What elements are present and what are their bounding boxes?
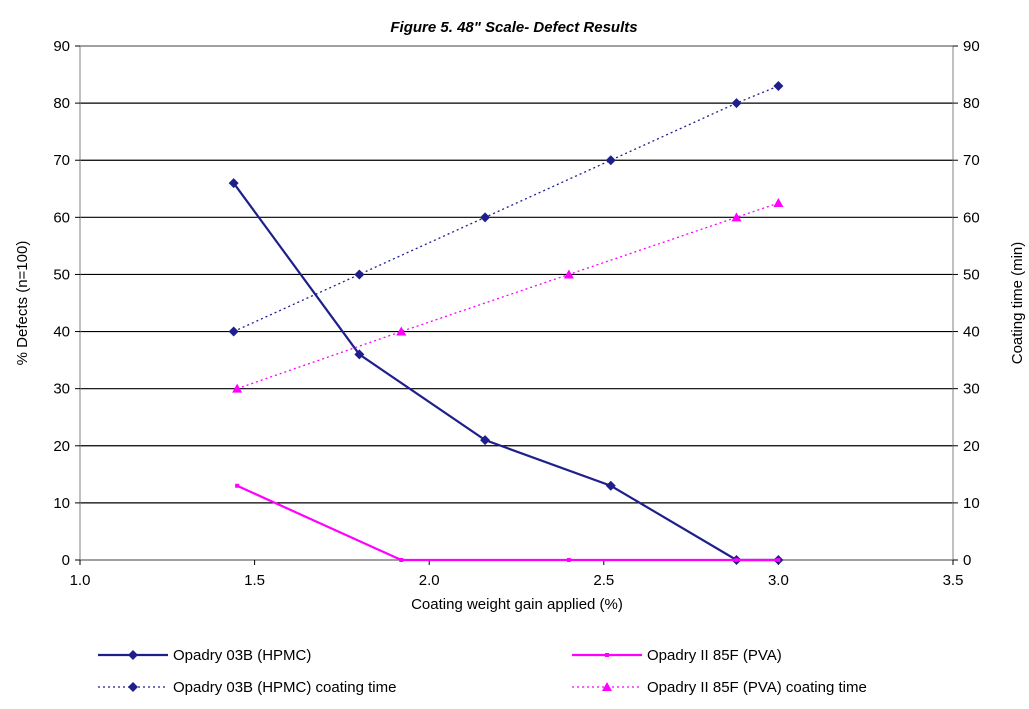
series-2-point-5 bbox=[773, 81, 783, 91]
series-1-point-3 bbox=[734, 558, 738, 562]
y2-tick-label-7: 70 bbox=[963, 152, 980, 169]
series-3-point-4 bbox=[773, 198, 783, 207]
y2-tick-label-1: 10 bbox=[963, 495, 980, 512]
x-tick-label-2: 2.0 bbox=[419, 572, 440, 589]
y2-tick-label-8: 80 bbox=[963, 95, 980, 112]
series-2-point-4 bbox=[731, 98, 741, 108]
series-0 bbox=[229, 178, 784, 565]
legend-item-1: Opadry II 85F (PVA) bbox=[572, 647, 782, 664]
x-tick-label-3: 2.5 bbox=[593, 572, 614, 589]
series-1 bbox=[235, 484, 780, 562]
legend-label-2: Opadry 03B (HPMC) coating time bbox=[173, 679, 396, 696]
legend-label-3: Opadry II 85F (PVA) coating time bbox=[647, 679, 867, 696]
series-2-point-2 bbox=[480, 212, 490, 222]
gridlines bbox=[80, 46, 953, 560]
legend-marker-1 bbox=[605, 653, 609, 657]
y-tick-label-7: 70 bbox=[53, 152, 70, 169]
y2-tick-label-9: 90 bbox=[963, 38, 980, 55]
plot-area bbox=[80, 46, 953, 560]
series-0-point-3 bbox=[606, 481, 616, 491]
x-axis-ticks: 1.0 1.5 2.0 2.5 3.0 3.5 bbox=[70, 560, 964, 589]
x-tick-label-5: 3.5 bbox=[943, 572, 964, 589]
series-1-point-0 bbox=[235, 484, 239, 488]
series-1-point-1 bbox=[399, 558, 403, 562]
y-tick-label-0: 0 bbox=[62, 552, 70, 569]
y-tick-label-3: 30 bbox=[53, 381, 70, 398]
series-2-point-1 bbox=[354, 269, 364, 279]
series-2-point-0 bbox=[229, 327, 239, 337]
legend-item-3: Opadry II 85F (PVA) coating time bbox=[572, 679, 867, 696]
chart-title: Figure 5. 48" Scale- Defect Results bbox=[390, 19, 637, 36]
y2-tick-label-4: 40 bbox=[963, 324, 980, 341]
legend-marker-0 bbox=[128, 650, 138, 660]
y-tick-label-2: 20 bbox=[53, 438, 70, 455]
y-axis-label: % Defects (n=100) bbox=[14, 241, 31, 366]
y2-axis-label: Coating time (min) bbox=[1009, 242, 1026, 365]
y-tick-label-9: 90 bbox=[53, 38, 70, 55]
legend-label-1: Opadry II 85F (PVA) bbox=[647, 647, 782, 664]
series-2 bbox=[229, 81, 784, 337]
y2-tick-label-6: 60 bbox=[963, 209, 980, 226]
x-axis-label: Coating weight gain applied (%) bbox=[411, 596, 623, 613]
x-tick-label-0: 1.0 bbox=[70, 572, 91, 589]
legend-label-0: Opadry 03B (HPMC) bbox=[173, 647, 311, 664]
series-1-point-2 bbox=[567, 558, 571, 562]
legend-marker-2 bbox=[128, 682, 138, 692]
series-3-line bbox=[237, 203, 778, 389]
legend: Opadry 03B (HPMC) Opadry II 85F (PVA) Opad… bbox=[98, 647, 867, 696]
legend-item-0: Opadry 03B (HPMC) bbox=[98, 647, 311, 664]
y-tick-label-4: 40 bbox=[53, 324, 70, 341]
x-tick-label-1: 1.5 bbox=[244, 572, 265, 589]
series-1-line bbox=[237, 486, 778, 560]
y-tick-label-5: 50 bbox=[53, 266, 70, 283]
series-2-point-3 bbox=[606, 155, 616, 165]
y2-tick-label-0: 0 bbox=[963, 552, 971, 569]
legend-item-2: Opadry 03B (HPMC) coating time bbox=[98, 679, 396, 696]
series-1-point-4 bbox=[776, 558, 780, 562]
series-layer bbox=[229, 81, 784, 565]
y-tick-label-8: 80 bbox=[53, 95, 70, 112]
y2-axis-ticks: 0 10 20 30 40 50 60 70 80 90 bbox=[953, 38, 980, 569]
y-axis-ticks: 0 10 20 30 40 50 60 70 80 90 bbox=[53, 38, 80, 569]
x-tick-label-4: 3.0 bbox=[768, 572, 789, 589]
y2-tick-label-5: 50 bbox=[963, 266, 980, 283]
y-tick-label-1: 10 bbox=[53, 495, 70, 512]
y2-tick-label-2: 20 bbox=[963, 438, 980, 455]
y-tick-label-6: 60 bbox=[53, 209, 70, 226]
y2-tick-label-3: 30 bbox=[963, 381, 980, 398]
